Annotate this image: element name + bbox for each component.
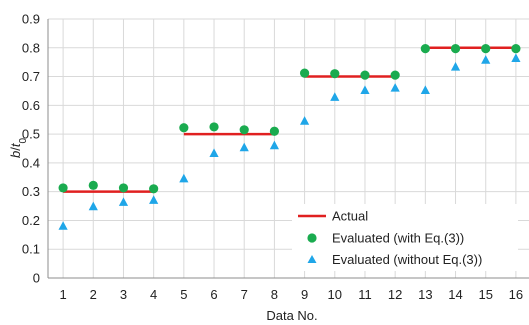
x-tick-label: 15 [478,287,492,302]
point-with-eq3 [360,70,370,80]
point-without-eq3 [330,92,340,101]
y-tick-label: 0.6 [22,98,40,113]
x-tick-label: 16 [509,287,523,302]
point-with-eq3 [390,70,400,80]
point-with-eq3 [58,183,68,193]
x-tick-label: 11 [358,287,372,302]
x-tick-label: 13 [418,287,432,302]
point-without-eq3 [511,53,521,63]
x-tick-label: 2 [90,287,97,302]
point-without-eq3 [360,85,370,94]
x-tick-label: 3 [120,287,127,302]
point-with-eq3 [88,180,98,190]
point-with-eq3 [330,69,340,79]
legend-label-actual: Actual [332,209,368,224]
point-without-eq3 [118,197,129,206]
point-with-eq3 [420,44,430,54]
y-tick-label: 0.5 [22,127,40,142]
series-without-eq3 [58,53,521,230]
x-axis-title: Data No. [266,308,317,323]
y-axis-title: b/t0 [8,138,29,158]
point-without-eq3 [450,62,461,71]
point-without-eq3 [481,55,491,64]
x-tick-label: 12 [388,287,402,302]
x-tick-label: 9 [301,287,308,302]
x-tick-label: 4 [150,287,157,302]
point-without-eq3 [179,173,189,183]
point-without-eq3 [58,221,68,230]
point-without-eq3 [299,116,310,125]
point-without-eq3 [269,140,280,150]
y-axis-title-subscript: 0 [18,138,29,144]
x-tick-label: 14 [448,287,462,302]
series-actual [63,46,516,193]
point-with-eq3 [118,183,129,193]
series-with-eq3 [58,44,521,194]
legend-swatch-with-eq3 [307,233,317,243]
x-tick-label: 8 [271,287,278,302]
point-with-eq3 [209,122,219,132]
legend: Actual Evaluated (with Eq.(3)) Evaluated… [292,204,518,271]
point-with-eq3 [511,44,521,54]
y-axis-title-t: t [8,142,23,147]
y-tick-label: 0.2 [22,213,40,228]
legend-box [292,204,518,271]
point-with-eq3 [299,68,310,78]
point-without-eq3 [88,201,98,211]
point-with-eq3 [481,44,491,54]
y-tick-label: 0.3 [22,184,40,199]
y-tick-label: 0.1 [22,242,40,257]
y-tick-label: 0 [33,271,40,286]
y-tick-label: 0.7 [22,69,40,84]
point-without-eq3 [420,85,430,94]
x-tick-label: 6 [210,287,217,302]
point-with-eq3 [149,184,159,194]
axes [47,19,529,279]
x-tick-label: 5 [180,287,187,302]
y-tick-label: 0.9 [22,12,40,27]
y-tick-labels: 0 0.1 0.2 0.3 0.4 0.5 0.6 0.7 0.8 0.9 [22,12,40,286]
legend-swatch-without-eq3 [307,255,317,263]
point-without-eq3 [209,148,219,157]
point-with-eq3 [269,126,280,136]
point-with-eq3 [450,44,461,54]
x-tick-label: 10 [328,287,342,302]
y-tick-label: 0.4 [22,155,40,170]
point-with-eq3 [239,125,249,135]
point-without-eq3 [239,142,249,152]
y-axis-title-slash: / [8,147,23,151]
legend-label-without-eq3: Evaluated (without Eq.(3)) [332,252,482,267]
x-tick-label: 7 [241,287,248,302]
y-tick-label: 0.8 [22,40,40,55]
x-tick-labels: 1 2 3 4 5 6 7 8 9 10 11 12 13 14 15 16 [59,287,523,302]
legend-label-with-eq3: Evaluated (with Eq.(3)) [332,231,464,246]
x-tick-label: 1 [59,287,66,302]
point-with-eq3 [179,123,189,133]
point-without-eq3 [149,195,159,204]
y-axis-title-b: b [8,151,23,158]
point-without-eq3 [390,83,400,92]
